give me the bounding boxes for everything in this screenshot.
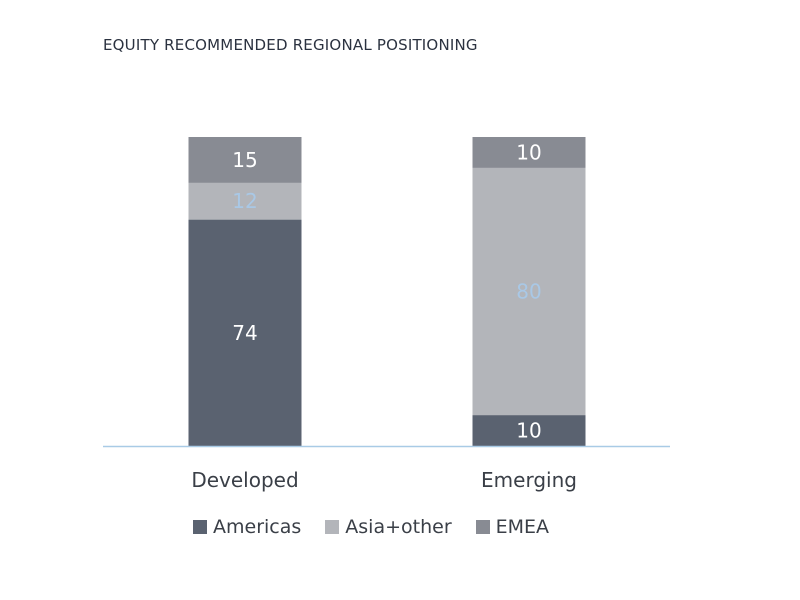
legend-label-emea: EMEA [495, 516, 550, 538]
bar-developed-americas [188, 219, 302, 446]
legend-label-americas: Americas [213, 516, 302, 538]
data-label-emerging-asia-other: 80 [516, 280, 541, 304]
bar-developed-emea [188, 137, 302, 183]
data-label-developed-emea: 15 [232, 148, 257, 172]
bar-developed-asia-other [188, 182, 302, 220]
legend-swatch-emea [475, 520, 490, 534]
data-label-developed-americas: 74 [232, 321, 257, 345]
chart-title: EQUITY RECOMMENDED REGIONAL POSITIONING [103, 36, 478, 54]
bar-emerging-emea [472, 137, 586, 168]
legend-item-asia-other: Asia+other [325, 516, 452, 538]
bar-emerging-asia-other [472, 167, 586, 416]
category-label-emerging: Emerging [481, 468, 577, 492]
legend-item-emea: EMEA [475, 516, 550, 538]
legend-swatch-asia-other [325, 520, 340, 534]
data-label-developed-asia-other: 12 [232, 189, 257, 213]
legend-item-americas: Americas [193, 516, 301, 538]
bar-emerging-americas [472, 415, 586, 446]
legend-label-asia-other: Asia+other [345, 516, 452, 538]
chart-legend: Americas Asia+other EMEA [193, 516, 549, 538]
data-label-emerging-emea: 10 [516, 140, 541, 164]
category-label-developed: Developed [191, 468, 298, 492]
legend-swatch-americas [193, 520, 207, 534]
data-label-emerging-americas: 10 [516, 419, 541, 443]
